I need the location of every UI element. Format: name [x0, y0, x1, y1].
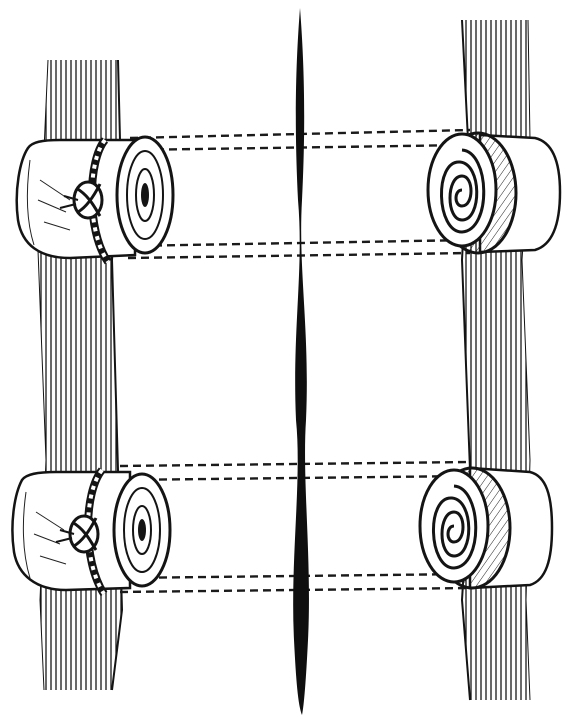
- lower-left-quill: [11, 467, 172, 597]
- lower-left-knot: [55, 514, 100, 554]
- right-tissue-strip: [460, 19, 531, 701]
- upper-left-quill: [15, 135, 175, 265]
- central-needle: [293, 8, 309, 715]
- upper-left-knot: [59, 180, 104, 220]
- upper-right-quill: [426, 131, 562, 255]
- lower-right-quill: [418, 466, 554, 590]
